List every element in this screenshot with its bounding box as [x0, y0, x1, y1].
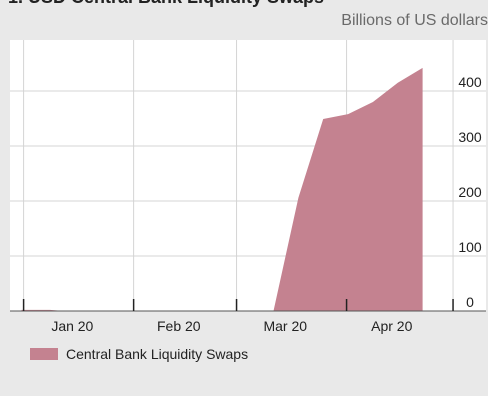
legend-label: Central Bank Liquidity Swaps [66, 346, 249, 362]
x-tick-label: Apr 20 [371, 318, 412, 334]
x-tick-label: Feb 20 [157, 318, 201, 334]
x-axis-ticks [22, 299, 454, 311]
chart-title: 1. USD Central Bank Liquidity Swaps [8, 0, 324, 8]
x-tick-label: Mar 20 [263, 318, 307, 334]
y-axis-labels: 0 100 200 300 400 [458, 74, 482, 310]
y-tick-label: 200 [458, 184, 482, 200]
x-tick-label: Jan 20 [51, 318, 93, 334]
y-tick-label: 100 [458, 239, 482, 255]
y-tick-label: 0 [466, 294, 474, 310]
y-tick-label: 400 [458, 74, 482, 90]
unit-label: Billions of US dollars [341, 12, 488, 29]
legend: Central Bank Liquidity Swaps [30, 346, 248, 362]
x-axis-labels: Jan 20 Feb 20 Mar 20 Apr 20 [51, 318, 412, 334]
y-tick-label: 300 [458, 129, 482, 145]
series-area [21, 67, 423, 312]
legend-swatch [30, 348, 58, 360]
